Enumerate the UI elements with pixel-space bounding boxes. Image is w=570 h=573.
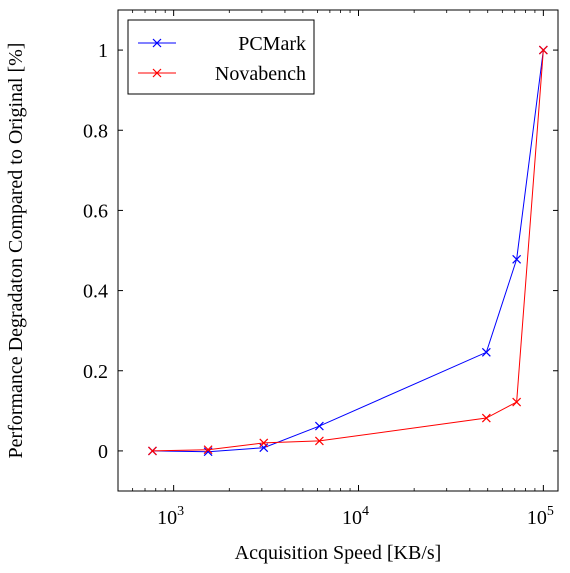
axes-layer: 103 104 105 0 0.2 0.4 0.6 0.8 1 — [83, 9, 559, 529]
marker-stroke — [314, 436, 324, 446]
series-line — [152, 50, 544, 453]
marker-stroke — [203, 445, 213, 455]
legend-entry: PCMark — [138, 33, 306, 55]
data-point-marker — [314, 436, 324, 446]
y-tick-label: 0.2 — [83, 361, 108, 383]
legend-swatch-marker — [152, 38, 162, 48]
series-novabench — [148, 45, 548, 456]
data-point-marker — [203, 445, 213, 455]
y-tick-label: 0.6 — [83, 200, 108, 222]
data-point-marker — [512, 254, 522, 264]
marker-stroke — [148, 446, 157, 456]
marker-stroke — [481, 413, 491, 423]
x-tick-label: 103 — [157, 504, 184, 529]
data-point-marker — [481, 347, 491, 357]
data-point-marker — [259, 438, 269, 448]
marker-stroke — [538, 45, 548, 55]
x-tick-label: 105 — [527, 504, 554, 529]
legend-label: PCMark — [238, 33, 306, 55]
x-tick-label: 104 — [342, 504, 369, 529]
data-point-marker — [538, 45, 548, 55]
marker-stroke — [512, 254, 522, 264]
marker-stroke — [314, 421, 324, 431]
marker-stroke — [259, 438, 269, 448]
data-point-marker — [481, 413, 491, 423]
series-layer — [148, 45, 548, 457]
legend-label: Novabench — [215, 63, 306, 85]
series-pcmark — [148, 45, 548, 457]
y-tick-label: 1 — [98, 40, 108, 62]
y-tick-label: 0.4 — [83, 281, 108, 303]
plot-frame — [117, 9, 559, 492]
legend-box — [127, 19, 315, 95]
y-tick-label: 0 — [98, 441, 108, 463]
marker-stroke — [512, 397, 522, 407]
series-line — [152, 50, 544, 452]
x-axis-title: Acquisition Speed [KB/s] — [235, 542, 442, 564]
legend: PCMark Novabench — [127, 19, 315, 95]
legend-swatch-marker — [152, 68, 162, 78]
legend-entry: Novabench — [138, 63, 306, 85]
x-minor-ticks — [117, 10, 536, 491]
data-point-marker — [512, 397, 522, 407]
y-axis-title: Performance Degradaton Compared to Origi… — [5, 43, 27, 459]
data-point-marker — [314, 421, 324, 431]
y-tick-label: 0.8 — [83, 120, 108, 142]
data-point-marker — [148, 446, 157, 456]
marker-stroke — [481, 347, 491, 357]
